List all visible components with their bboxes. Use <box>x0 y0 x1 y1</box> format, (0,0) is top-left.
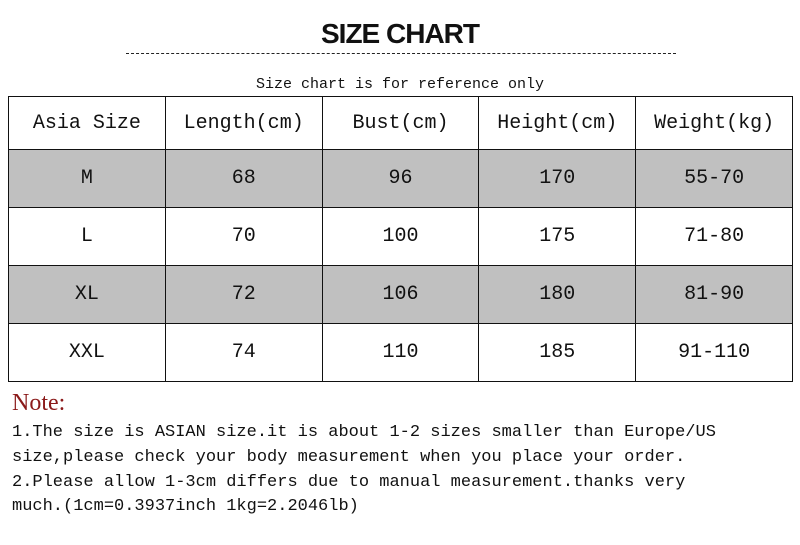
page-title: SIZE CHART <box>321 18 480 49</box>
note-line: 2.Please allow 1-3cm differs due to manu… <box>12 473 686 492</box>
table-header-row: Asia Size Length(cm) Bust(cm) Height(cm)… <box>8 96 793 150</box>
table-cell: 110 <box>321 323 480 382</box>
table-cell: 68 <box>164 149 323 208</box>
table-cell: L <box>8 207 166 266</box>
table-cell: 55-70 <box>635 149 793 208</box>
subtitle: Size chart is for reference only <box>255 76 545 93</box>
table-cell: 71-80 <box>635 207 793 266</box>
note-label: Note: <box>12 390 66 416</box>
note-line: size,please check your body measurement … <box>12 448 686 467</box>
size-table: Asia Size Length(cm) Bust(cm) Height(cm)… <box>8 96 793 382</box>
header-cell: Bust(cm) <box>321 96 480 150</box>
table-cell: 74 <box>164 323 323 382</box>
table-cell: 170 <box>478 149 637 208</box>
table-cell: 100 <box>321 207 480 266</box>
header-cell: Asia Size <box>8 96 166 150</box>
table-cell: 72 <box>164 265 323 324</box>
header-cell: Weight(kg) <box>635 96 793 150</box>
table-row: M 68 96 170 55-70 <box>8 149 793 208</box>
table-row: L 70 100 175 71-80 <box>8 207 793 266</box>
dashed-divider <box>126 53 676 54</box>
table-cell: 175 <box>478 207 637 266</box>
table-cell: M <box>8 149 166 208</box>
table-cell: 81-90 <box>635 265 793 324</box>
table-cell: XXL <box>8 323 166 382</box>
table-cell: 180 <box>478 265 637 324</box>
table-cell: XL <box>8 265 166 324</box>
note-line: much.(1cm=0.3937inch 1kg=2.2046lb) <box>12 497 359 516</box>
table-cell: 96 <box>321 149 480 208</box>
note-line: 1.The size is ASIAN size.it is about 1-2… <box>12 423 716 442</box>
table-row: XL 72 106 180 81-90 <box>8 265 793 324</box>
header-cell: Length(cm) <box>164 96 323 150</box>
table-cell: 106 <box>321 265 480 324</box>
table-row: XXL 74 110 185 91-110 <box>8 323 793 382</box>
header-cell: Height(cm) <box>478 96 637 150</box>
table-cell: 185 <box>478 323 637 382</box>
table-cell: 91-110 <box>635 323 793 382</box>
table-cell: 70 <box>164 207 323 266</box>
